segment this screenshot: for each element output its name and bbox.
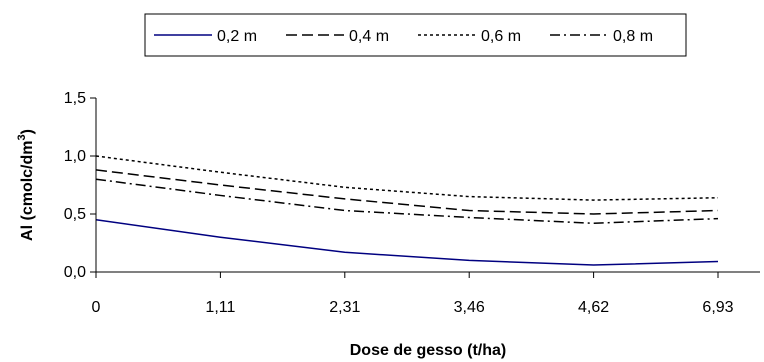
x-tick-label: 1,11 <box>205 299 235 316</box>
x-tick-label: 0 <box>92 299 101 316</box>
series-line-3 <box>95 155 719 201</box>
x-tick-label: 6,93 <box>702 299 733 316</box>
y-tick-label: 0,0 <box>64 264 86 281</box>
x-tick-label: 4,62 <box>578 299 609 316</box>
y-tick-label: 1,0 <box>64 148 86 165</box>
x-tick-label: 2,31 <box>329 299 360 316</box>
legend-label-4: 0,8 m <box>613 28 653 45</box>
y-axis-title-suffix: ) <box>19 129 36 134</box>
series-line-4 <box>95 178 719 225</box>
y-tick-label: 1,5 <box>64 90 86 107</box>
legend: 0,2 m 0,4 m 0,6 m 0,8 m <box>144 13 687 57</box>
y-axis-title: Al (cmolc/dm3) <box>16 129 36 241</box>
y-axis-title-main: Al (cmolc/dm <box>19 140 36 240</box>
x-axis-title: Dose de gesso (t/ha) <box>350 342 506 359</box>
legend-label-1: 0,2 m <box>217 28 257 45</box>
series-line-1 <box>95 219 719 266</box>
plot-area: 0,0 0,5 1,0 1,5 0 1,11 2,31 3,46 4,62 6,93 <box>64 90 760 316</box>
x-tick-label: 3,46 <box>454 299 485 316</box>
y-tick-label: 0,5 <box>64 206 86 223</box>
legend-label-2: 0,4 m <box>349 28 389 45</box>
series-line-2 <box>95 169 719 215</box>
legend-label-3: 0,6 m <box>481 28 521 45</box>
y-axis-title-superscript: 3 <box>16 134 28 140</box>
